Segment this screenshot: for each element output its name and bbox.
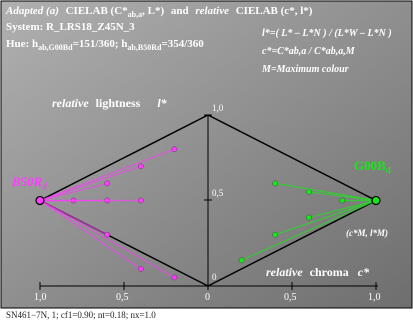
header-line3: Hue: hab,G00Bd=151/360; hab,B50Rd=354/36…	[6, 38, 204, 52]
h-tick-label-4: 0,5	[284, 292, 297, 303]
series-0-max-point	[35, 195, 45, 206]
v-tick-label-05: 0,5	[212, 188, 224, 198]
series-1-link-2	[275, 182, 377, 202]
plot-layer	[35, 114, 381, 287]
header-line2: System: R_LRS18_Z45N_3	[6, 21, 135, 33]
series-1-point-5	[238, 257, 245, 264]
series-0-link-5	[39, 148, 175, 202]
series-1-link-4	[275, 199, 377, 236]
series-0-point-3	[104, 180, 110, 187]
series-1-point-1	[305, 189, 312, 195]
series-1-point-4	[272, 231, 279, 238]
formula-l: l*=( L* – L*N ) / (L*W – L*N )	[262, 28, 392, 39]
header-line1: Adapted (a) CIELAB (C*ab,a, L*) and rela…	[5, 5, 313, 19]
footer-caption: SN461−7N, 1; cf1=0.90; nt=0.18; nx=1.0	[6, 310, 156, 320]
series-0-link-4	[39, 165, 141, 202]
series-1-link-5	[241, 199, 377, 261]
series-1-max-point	[371, 195, 381, 206]
series-0-point-6	[104, 231, 110, 238]
series-1-point-0	[339, 197, 346, 204]
series-0-point-4	[137, 163, 144, 170]
right-hue-label: G00Bd	[354, 158, 391, 175]
series-0-link-8	[39, 199, 175, 278]
lightness-axis-label: relative lightness l*	[52, 96, 168, 110]
v-tick-label-1: 1,0	[212, 103, 224, 113]
left-hue-label: B50Rd	[11, 174, 47, 191]
h-tick-label-5: 1,0	[368, 292, 381, 303]
series-0-link-6	[39, 199, 108, 236]
plot-frame	[0, 0, 413, 309]
series-0-point-2	[137, 197, 144, 204]
formula-m: M=Maximum colour	[261, 64, 349, 75]
h-tick-label-3: 0	[205, 292, 210, 303]
series-1-point-3	[305, 214, 312, 221]
max-point-label: (c*M, l*M)	[346, 228, 388, 238]
h-tick-label-2: 0,5	[116, 292, 129, 303]
series-1-point-2	[272, 180, 279, 187]
formula-c: c*=C*ab,a / C*ab,a,M	[262, 46, 356, 57]
series-0-point-7	[137, 266, 144, 272]
series-0-link-7	[39, 200, 142, 270]
chroma-axis-label: relative chroma c*	[266, 265, 370, 279]
series-1-link-3	[308, 199, 377, 219]
h-tick-label-1: 1,0	[34, 292, 47, 303]
v-tick-label-0: 0	[212, 272, 217, 282]
series-0-point-5	[171, 146, 178, 152]
series-0-point-8	[171, 274, 178, 281]
series-0-link-3	[39, 182, 108, 202]
